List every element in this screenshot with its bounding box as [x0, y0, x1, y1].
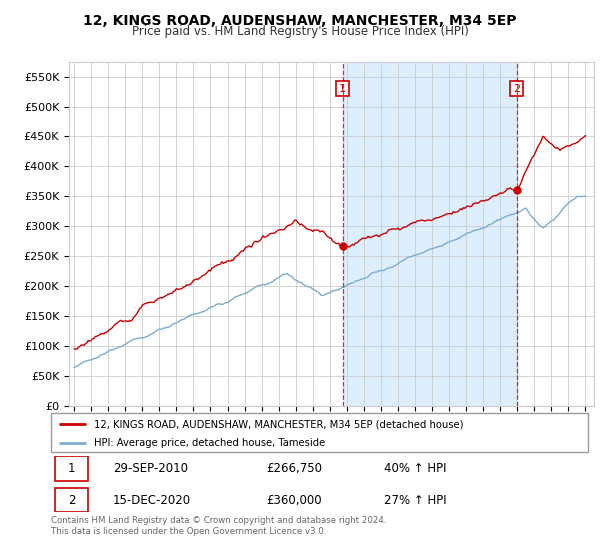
Text: 29-SEP-2010: 29-SEP-2010: [113, 462, 188, 475]
Text: 12, KINGS ROAD, AUDENSHAW, MANCHESTER, M34 5EP (detached house): 12, KINGS ROAD, AUDENSHAW, MANCHESTER, M…: [94, 419, 463, 430]
Text: 1: 1: [339, 83, 346, 94]
Text: £266,750: £266,750: [266, 462, 322, 475]
Text: 27% ↑ HPI: 27% ↑ HPI: [384, 493, 446, 507]
FancyBboxPatch shape: [51, 413, 588, 452]
Text: 2: 2: [513, 83, 520, 94]
FancyBboxPatch shape: [55, 488, 88, 512]
Text: 40% ↑ HPI: 40% ↑ HPI: [384, 462, 446, 475]
Text: Contains HM Land Registry data © Crown copyright and database right 2024.
This d: Contains HM Land Registry data © Crown c…: [51, 516, 386, 536]
Text: 12, KINGS ROAD, AUDENSHAW, MANCHESTER, M34 5EP: 12, KINGS ROAD, AUDENSHAW, MANCHESTER, M…: [83, 14, 517, 28]
Text: 2: 2: [68, 493, 75, 507]
Text: Price paid vs. HM Land Registry's House Price Index (HPI): Price paid vs. HM Land Registry's House …: [131, 25, 469, 38]
Text: HPI: Average price, detached house, Tameside: HPI: Average price, detached house, Tame…: [94, 438, 325, 447]
Bar: [343, 62, 517, 406]
Text: £360,000: £360,000: [266, 493, 322, 507]
Text: 1: 1: [68, 462, 75, 475]
Text: 15-DEC-2020: 15-DEC-2020: [113, 493, 191, 507]
FancyBboxPatch shape: [55, 456, 88, 481]
